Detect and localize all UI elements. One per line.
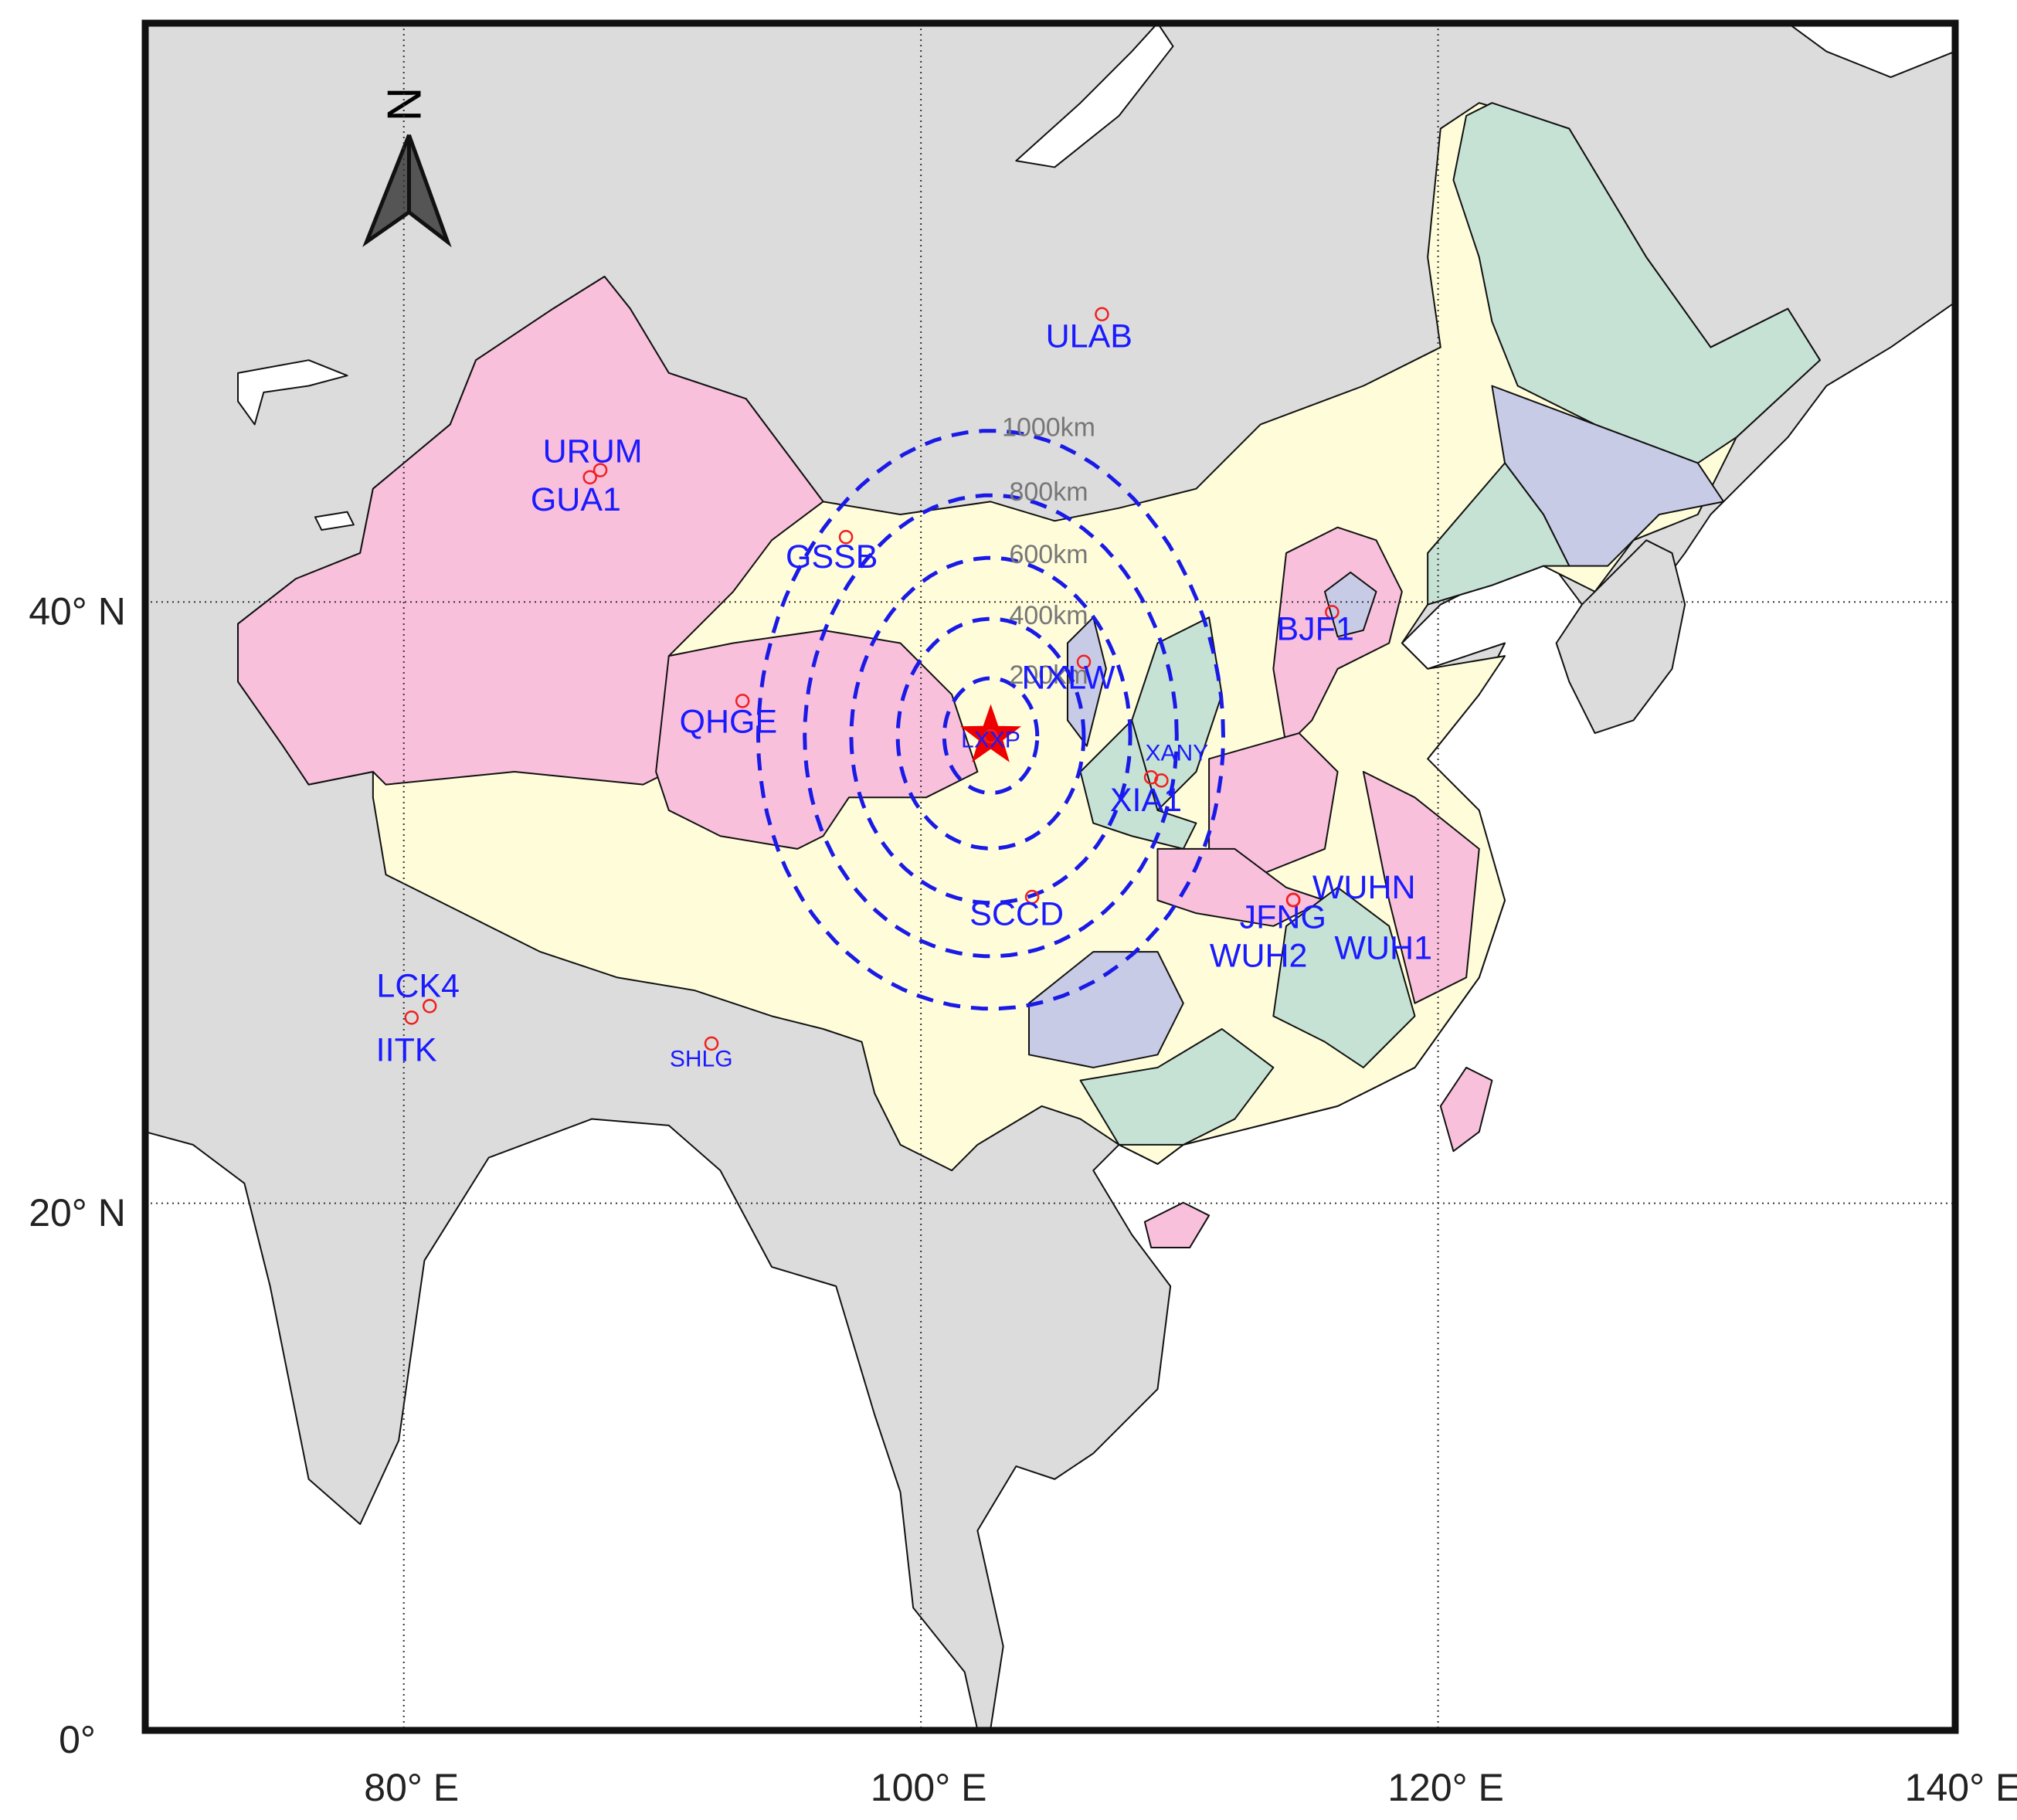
station-label: XANY [1145, 740, 1208, 766]
ring-label: 600km [1009, 540, 1088, 569]
range-ring [756, 429, 1226, 1011]
y-tick-label: 40° N [29, 589, 126, 633]
province [1066, 616, 1107, 747]
station-label: BJF1 [1277, 611, 1354, 648]
x-tick-label: 140° E [1905, 1766, 2017, 1809]
station-label: JFNG [1240, 898, 1326, 935]
lake [314, 511, 355, 531]
y-tick-label: 0° [59, 1718, 96, 1761]
province [1079, 719, 1197, 850]
station-label: WUH1 [1334, 929, 1432, 966]
map-frame [141, 19, 1959, 1734]
province [1362, 771, 1480, 1004]
korea [1555, 539, 1686, 735]
station-marker [983, 728, 998, 744]
station-marker [1076, 654, 1092, 670]
north-label: N [378, 87, 431, 122]
station-label: LCK4 [376, 967, 460, 1004]
station-marker [1285, 892, 1301, 908]
station-label: SCCD [969, 895, 1064, 932]
station-marker [1325, 605, 1340, 620]
station-marker [404, 1010, 419, 1025]
station-label: IITK [376, 1032, 437, 1069]
station-label: XIA1 [1110, 782, 1182, 819]
station-label: URUM [543, 433, 643, 470]
station-label: QHGE [680, 704, 778, 741]
province [237, 275, 824, 786]
station-label: WUHN [1312, 869, 1416, 906]
ring-label: 800km [1009, 477, 1088, 507]
station-label: NXLW [1022, 659, 1115, 696]
center-star [960, 704, 1022, 762]
station-label: WUH2 [1210, 937, 1308, 974]
lake [1015, 22, 1174, 168]
province [1156, 847, 1326, 927]
range-ring [942, 676, 1040, 795]
station-marker [1143, 770, 1159, 785]
ring-label: 1000km [1002, 413, 1095, 442]
x-tick-label: 80° E [364, 1766, 459, 1809]
ring-label: 400km [1009, 601, 1088, 630]
station-marker [593, 463, 608, 477]
province [1079, 1028, 1275, 1146]
ring-label: 200km [1009, 660, 1088, 690]
x-tick-label: 100° E [871, 1766, 987, 1809]
station-label: LXXP [961, 728, 1020, 753]
overlay: 80° E 100° E 120° E 140° E 0° 20° N 40° N 200km… [29, 23, 2017, 1809]
station-marker [422, 999, 437, 1014]
station-label: GSSB [786, 538, 878, 576]
taiwan [1439, 1066, 1493, 1153]
station-marker [735, 694, 750, 708]
province [1028, 951, 1184, 1068]
lake [237, 359, 348, 426]
hainan [1143, 1201, 1211, 1249]
station-marker [838, 529, 854, 545]
station-label: ULAB [1046, 318, 1132, 355]
north-arrow [362, 134, 452, 248]
base-map [144, 22, 1956, 1731]
station-marker [1024, 889, 1040, 905]
station-marker [582, 470, 597, 485]
province [655, 629, 979, 850]
x-tick-label: 120° E [1387, 1766, 1504, 1809]
province [1323, 571, 1377, 638]
range-ring [895, 616, 1086, 851]
station-label: SHLG [670, 1046, 733, 1071]
range-ring [849, 555, 1132, 905]
province [1272, 886, 1416, 1068]
range-ring [803, 493, 1179, 959]
y-tick-label: 20° N [29, 1191, 126, 1234]
station-marker [704, 1036, 719, 1051]
station-marker [1154, 773, 1169, 788]
station-label: GUA1 [531, 481, 621, 518]
station-marker [1095, 307, 1109, 321]
ocean [144, 1118, 979, 1731]
